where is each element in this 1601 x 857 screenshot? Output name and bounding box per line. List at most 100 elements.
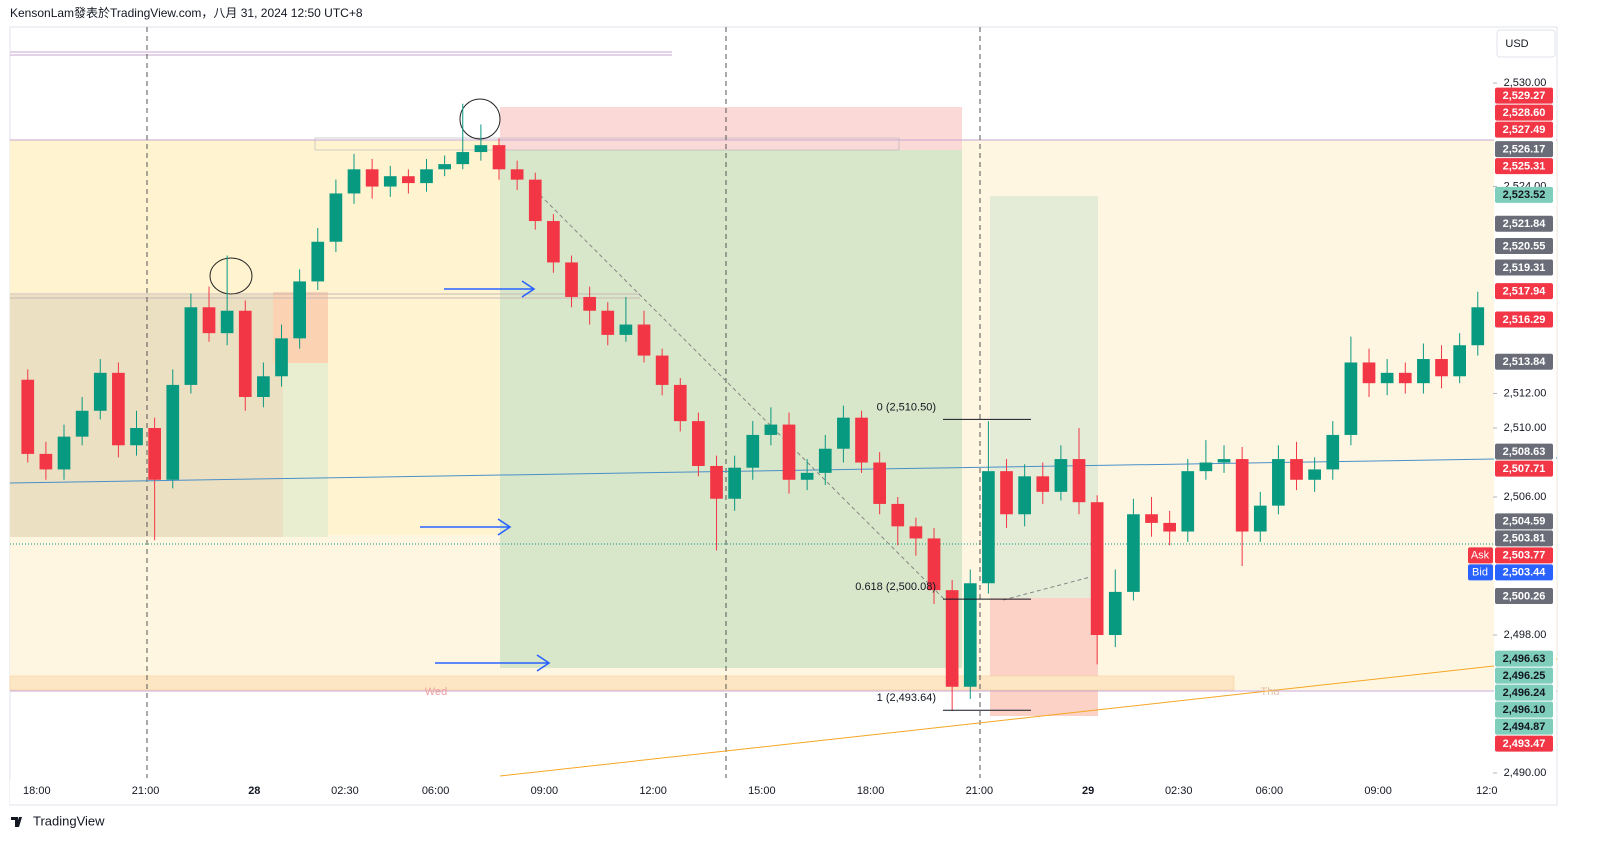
circle-marker xyxy=(209,257,253,295)
x-tick-label: 12:0 xyxy=(1476,785,1497,797)
price-badge xyxy=(1495,311,1553,328)
price-badge xyxy=(1495,588,1553,605)
price-badge xyxy=(1495,443,1553,460)
candle-body xyxy=(1181,471,1195,532)
zone xyxy=(500,107,962,150)
price-badge-label: 2,500.26 xyxy=(1503,590,1546,602)
candle-body xyxy=(637,324,651,356)
currency-button[interactable] xyxy=(1496,29,1556,58)
price-badge xyxy=(1495,238,1553,255)
price-tag xyxy=(1468,547,1493,564)
x-tick-label: 29 xyxy=(1082,785,1094,797)
candle-body xyxy=(184,307,198,385)
candle-body xyxy=(365,169,379,187)
currency: USD xyxy=(1505,38,1528,50)
fibonacci: 0 (2,510.50) 0.618 (2,500.08) 1 (2,493.64) xyxy=(855,401,1031,711)
price-badge xyxy=(1495,104,1553,121)
x-tick-label: 18:00 xyxy=(857,785,885,797)
candle-body xyxy=(75,410,89,437)
candle-body xyxy=(1453,345,1466,377)
candle-body xyxy=(1398,372,1412,384)
zone xyxy=(9,675,1235,691)
candle-body xyxy=(112,372,125,446)
candle-body xyxy=(311,241,325,282)
day-label: Wed xyxy=(425,686,447,698)
candle-body xyxy=(1127,514,1140,592)
price-badge-label: 2,494.87 xyxy=(1503,721,1546,733)
candle-body xyxy=(891,503,905,527)
price-badge-label: 2,493.47 xyxy=(1503,738,1546,750)
price-badge-label: 2,496.25 xyxy=(1503,670,1546,682)
price-badge-label: 2,504.59 xyxy=(1503,516,1546,528)
candle-body xyxy=(963,583,977,687)
candle-body xyxy=(474,145,488,153)
price-badge-label: 2,525.31 xyxy=(1503,161,1546,173)
x-tick-label: 21:00 xyxy=(132,785,160,797)
price-tag-label: Ask xyxy=(1471,550,1490,562)
fib-label: 0.618 (2,500.08) xyxy=(855,581,936,593)
x-tick-label: 09:00 xyxy=(1364,785,1392,797)
fib-label: 1 (2,493.64) xyxy=(877,692,936,704)
price-badge xyxy=(1495,530,1553,547)
candle-body xyxy=(257,376,270,397)
candle-body xyxy=(202,307,216,334)
candle-body xyxy=(1272,459,1285,506)
candle-body xyxy=(1054,459,1068,492)
arrow xyxy=(444,280,536,298)
price-tag xyxy=(1468,564,1493,581)
candle-body xyxy=(873,462,886,504)
candle-body xyxy=(655,355,669,385)
x-tick-label: 12:00 xyxy=(639,785,667,797)
price-badge xyxy=(1495,215,1553,232)
candle-body xyxy=(800,472,814,480)
x-tick-label: 06:00 xyxy=(422,785,450,797)
zone-outline xyxy=(314,137,900,151)
candles xyxy=(21,103,1485,711)
candle-body xyxy=(1435,359,1448,377)
candle-body xyxy=(619,324,633,335)
candle-body xyxy=(1163,522,1176,532)
price-tag-label: Bid xyxy=(1472,567,1488,579)
candle-body xyxy=(1018,476,1031,515)
price-badge-label: 2,521.84 xyxy=(1503,218,1547,230)
candle-body xyxy=(1217,459,1231,463)
candle-body xyxy=(673,384,687,422)
price-badge-label: 2,523.52 xyxy=(1503,189,1546,201)
candle-body xyxy=(728,467,741,499)
logo xyxy=(11,817,22,827)
candle-body xyxy=(837,417,850,449)
price-badge-label: 2,503.44 xyxy=(1503,567,1547,579)
price-badge-label: 2,529.27 xyxy=(1503,90,1546,102)
price-badge-label: 2,526.17 xyxy=(1503,144,1546,156)
candle-body xyxy=(1326,434,1340,470)
zone xyxy=(990,196,1098,598)
x-tick-label: 09:00 xyxy=(531,785,559,797)
zone xyxy=(990,598,1098,716)
candle-body xyxy=(583,296,596,311)
brand: TradingView xyxy=(33,813,105,828)
candle-body xyxy=(547,221,560,263)
candle-body xyxy=(1000,471,1013,515)
candle-body xyxy=(21,379,35,454)
price-badge-label: 2,516.29 xyxy=(1503,314,1546,326)
price-badge xyxy=(1495,650,1553,667)
candle-body xyxy=(710,465,723,499)
candle-body xyxy=(601,310,615,335)
candle-body xyxy=(39,453,53,470)
price-badge xyxy=(1495,701,1553,718)
x-tick-label: 21:00 xyxy=(966,785,994,797)
candle-body xyxy=(130,428,143,446)
candle-body xyxy=(1090,502,1104,636)
y-tick-label: 2,506.00 xyxy=(1504,491,1547,503)
price-badge xyxy=(1495,121,1553,138)
candle-body xyxy=(1362,362,1376,384)
candle-body xyxy=(1308,469,1321,480)
x-tick-label: 06:00 xyxy=(1256,785,1284,797)
candle-body xyxy=(927,538,941,591)
price-badge xyxy=(1495,353,1553,370)
candle-body xyxy=(456,152,470,165)
candle-body xyxy=(275,338,288,377)
price-badge-label: 2,527.49 xyxy=(1503,124,1546,136)
candle-body xyxy=(148,428,161,480)
price-badge xyxy=(1495,158,1553,175)
